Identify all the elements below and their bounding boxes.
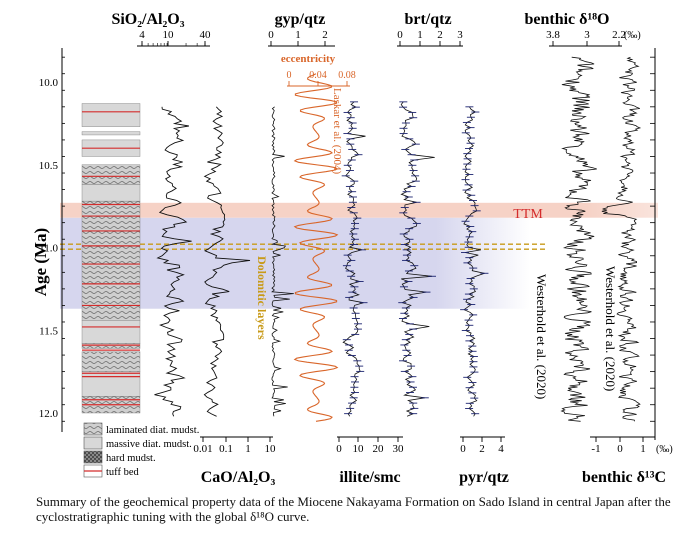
cao-tick-label-1: 0.01 [193,443,212,455]
pyr-curve [463,106,486,417]
eccentricity-tick-label-3: 0.08 [338,70,356,81]
brt-tick-label-4: 3 [457,29,463,41]
illite-tick-label-2: 10 [353,443,365,455]
data-curves [154,56,642,422]
lithology-unit-5 [81,184,141,202]
benthic-o-curve [560,56,597,422]
figure-caption: Summary of the geochemical property data… [36,494,671,524]
illite-tick-label-4: 30 [393,443,405,455]
eccentricity-curve [293,73,339,422]
header-gyp: gyp/qtz [275,11,326,28]
benthic-c-tick-label-1: -1 [591,443,600,455]
benthic-o-unit: (‰) [624,30,641,41]
axes: 10.010.511.011.512.04 10 40 0 1 2 0 1 2 3 3.8 3 2.2(… [39,29,673,455]
sio2-tick-label-1: 4 [139,29,145,41]
sio2-tick-label-2: 10 [163,29,175,41]
header-benthic-c: benthic δ¹³C [582,469,666,486]
age-tick-label-4: 11.5 [39,325,58,337]
gyp-tick-label-1: 0 [268,29,274,41]
brt-tick-label-1: 0 [397,29,403,41]
age-tick-label-3: 11.0 [39,243,58,255]
lithology-unit-2 [81,131,141,136]
header-eccentricity: eccentricity [281,53,336,65]
pyr-tick-label-3: 4 [498,443,504,455]
legend-swatch-massive [83,436,103,450]
ttm-band [60,202,658,218]
westerhold-c-label: Westerhold et al. (2020) [603,266,618,391]
benthic-c-tick-label-2: 0 [617,443,623,455]
illite-tick-label-3: 20 [373,443,385,455]
brt-tick-label-3: 2 [437,29,443,41]
cao-tick-label-4: 10 [265,443,277,455]
legend-swatch-laminated [83,422,103,436]
benthic-o-tick-label-3: 2.2 [612,29,626,41]
gyp-tick-label-2: 1 [295,29,301,41]
lithology-unit-4 [81,164,141,185]
benthic-o-tick-label-2: 3 [584,29,590,41]
header-illite: illite/smc [339,469,400,486]
legend-label-massive: massive diat. mudst. [106,439,192,450]
header-sio2: SiO₂/Al₂O₃ [111,11,184,28]
cao-curve [203,106,251,417]
ttm-label: TTM [513,207,543,222]
geochemical-figure: 10.010.511.011.512.04 10 40 0 1 2 0 1 2 3 3.8 3 2.2(… [31,11,673,486]
lithology-legend: laminated diat. mudst. massive diat. mud… [83,422,199,478]
lithology-unit-10 [81,371,141,397]
age-tick-label-1: 10.0 [39,77,59,89]
lithology-unit-9 [81,351,141,372]
lithology-unit-7 [81,320,141,344]
dolomitic-label: Dolomitic layers [255,256,269,340]
age-tick-label-2: 10.5 [39,160,59,172]
westerhold-o-label: Westerhold et al. (2020) [534,274,549,399]
gyp-curve [271,106,294,417]
pyr-tick-label-1: 0 [460,443,466,455]
gyp-tick-label-3: 2 [322,29,328,41]
cao-tick-label-2: 0.1 [219,443,233,455]
illite-tick-label-1: 0 [336,443,342,455]
benthic-o-tick-label-1: 3.8 [546,29,560,41]
age-axis-label: Age (Ma) [31,228,50,296]
brt-tick-label-2: 1 [417,29,423,41]
highlight-bands [60,202,658,309]
header-brt: brt/qtz [404,11,451,28]
eccentricity-tick-label-2: 0.04 [309,70,327,81]
laskar-label: Laskar et al. (2004) [331,88,343,174]
eccentricity-tick-label-1: 0 [287,70,292,81]
pyr-tick-label-2: 2 [479,443,485,455]
header-pyr: pyr/qtz [459,469,509,486]
lithology-column [81,103,141,414]
benthic-c-curve [601,56,642,422]
lithology-unit-1 [81,103,141,127]
header-benthic-o: benthic δ¹⁸O [524,11,609,28]
header-cao: CaO/Al₂O₃ [201,469,276,486]
sio2-curve [154,106,192,417]
lithology-unit-8 [81,343,141,349]
legend-label-laminated: laminated diat. mudst. [106,425,199,436]
cao-tick-label-3: 1 [245,443,251,455]
legend-swatch-hard [83,450,103,464]
lithology-unit-6 [81,200,141,321]
sio2-tick-label-3: 40 [200,29,212,41]
legend-label-hard: hard mudst. [106,453,156,464]
benthic-c-tick-label-3: 1 [640,443,646,455]
benthic-c-unit: (‰) [656,444,673,455]
legend-label-tuff: tuff bed [106,467,140,478]
age-tick-label-5: 12.0 [39,408,59,420]
